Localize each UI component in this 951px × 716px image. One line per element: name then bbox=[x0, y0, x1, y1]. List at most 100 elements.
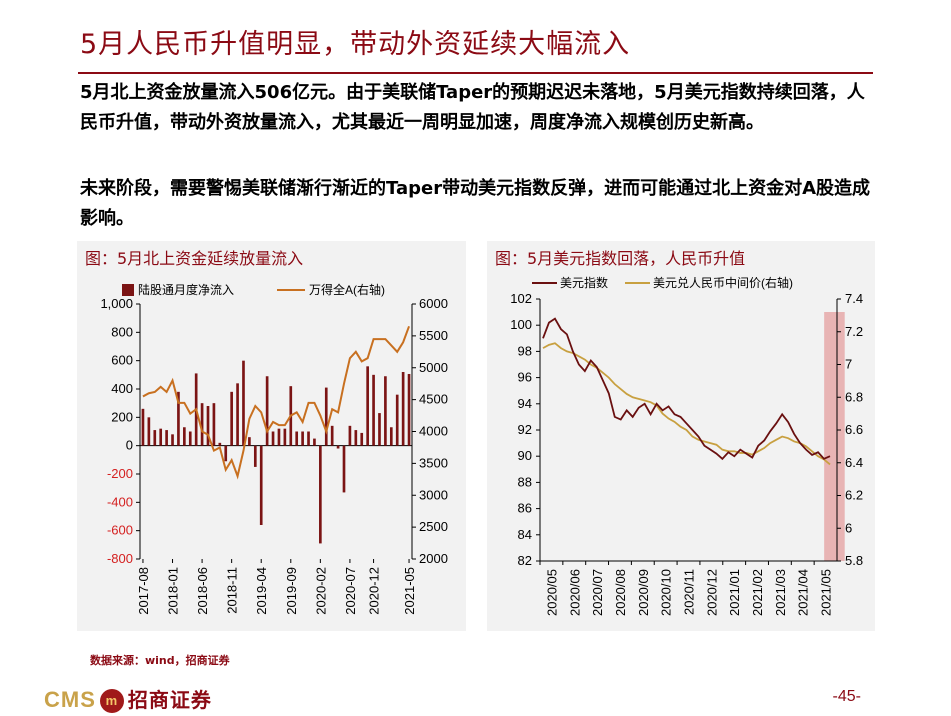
left-tick-label: 82 bbox=[518, 553, 532, 568]
chart-panel-northbound: 图：5月北上资金延续放量流入 陆股通月度净流入 万得全A(右轴) 1,000 800 6… bbox=[77, 241, 466, 631]
x-tick-label: 2020/07 bbox=[590, 569, 605, 616]
bar bbox=[206, 406, 210, 446]
right-tick-label: 4500 bbox=[419, 392, 448, 407]
chart-title-northbound: 图：5月北上资金延续放量流入 bbox=[85, 249, 304, 268]
x-tick-label: 2018-01 bbox=[166, 567, 181, 615]
right-tick-label: 7.4 bbox=[845, 291, 863, 306]
right-tick-label: 4000 bbox=[419, 424, 448, 439]
left-tick-label: 200 bbox=[111, 409, 133, 424]
bar bbox=[259, 445, 263, 525]
bar bbox=[342, 445, 346, 493]
usd-cny-chart: 美元指数 美元兑人民币中间价(右轴) 102 100 98 96 94 92 90 88 86 84 8… bbox=[510, 275, 863, 616]
bar bbox=[336, 445, 340, 449]
bar bbox=[177, 391, 180, 446]
left-tick-label: 1,000 bbox=[100, 296, 133, 311]
x-tick-label: 2020/12 bbox=[704, 569, 719, 616]
right-tick-label: 3000 bbox=[419, 487, 448, 502]
right-tick-label: 6000 bbox=[419, 296, 448, 311]
bar bbox=[253, 445, 257, 467]
bar bbox=[295, 431, 299, 446]
bar bbox=[183, 427, 186, 446]
x-tick-label: 2020-07 bbox=[343, 567, 358, 615]
x-tick-label: 2021/02 bbox=[750, 569, 765, 616]
left-tick-label: 98 bbox=[518, 343, 532, 358]
bar bbox=[153, 430, 157, 446]
x-tick-label: 2019-09 bbox=[284, 567, 299, 615]
left-tick-label: 0 bbox=[126, 438, 133, 453]
right-tick-label: 7.2 bbox=[845, 324, 863, 339]
left-tick-label: 800 bbox=[111, 324, 133, 339]
bar bbox=[319, 445, 322, 544]
x-tick-label: 2021/01 bbox=[727, 569, 742, 616]
bar bbox=[248, 437, 251, 446]
bar bbox=[230, 391, 233, 446]
bar bbox=[301, 431, 304, 446]
series-line-dxy bbox=[542, 317, 831, 461]
x-tick-label: 2020/05 bbox=[544, 569, 559, 616]
legend-label-line: 万得全A(右轴) bbox=[309, 282, 385, 297]
bar bbox=[212, 403, 216, 446]
paragraph-1: 5月北上资金放量流入506亿元。由于美联储Taper的预期迟迟未落地，5月美元指… bbox=[80, 82, 865, 133]
logo-text: CMS bbox=[44, 687, 96, 712]
x-tick-label: 2019-04 bbox=[254, 567, 269, 615]
right-tick-label: 6.2 bbox=[845, 488, 863, 503]
series-line-usdcny bbox=[542, 342, 831, 466]
x-tick-label: 2020/08 bbox=[613, 569, 628, 616]
bar bbox=[348, 425, 352, 446]
right-tick-label: 5000 bbox=[419, 360, 448, 375]
bar bbox=[401, 372, 405, 446]
left-tick-label: 86 bbox=[518, 501, 532, 516]
bar bbox=[407, 373, 411, 446]
left-tick-label: 102 bbox=[510, 291, 532, 306]
x-tick-label: 2020/06 bbox=[567, 569, 582, 616]
paragraph-2: 未来阶段，需要警惕美联储渐行渐近的Taper带动美元指数反弹，进而可能通过北上资… bbox=[80, 178, 871, 229]
right-tick-label: 6.4 bbox=[845, 455, 863, 470]
highlight-band-2021-05 bbox=[824, 312, 845, 561]
right-tick-label: 5500 bbox=[419, 328, 448, 343]
x-tick-label: 2020/09 bbox=[636, 569, 651, 616]
bar bbox=[330, 425, 334, 446]
left-tick-label: -200 bbox=[107, 466, 133, 481]
legend-swatch-bar bbox=[122, 284, 134, 296]
bar bbox=[384, 376, 387, 446]
x-tick-label: 2020-12 bbox=[367, 567, 382, 615]
right-tick-label: 2500 bbox=[419, 519, 448, 534]
northbound-chart: 陆股通月度净流入 万得全A(右轴)1,0008006004002000-200-4… bbox=[100, 282, 448, 615]
x-tick-label: 2021/03 bbox=[773, 569, 788, 616]
x-tick-label: 2020-02 bbox=[313, 567, 328, 615]
bar bbox=[366, 366, 369, 446]
chart-panel-usd-cny: 图：5月美元指数回落，人民币升值 美元指数 美元兑人民币中间价(右轴) 102 100… bbox=[487, 241, 875, 631]
right-tick-label: 6.6 bbox=[845, 422, 863, 437]
legend-label-cny: 美元兑人民币中间价(右轴) bbox=[653, 275, 793, 290]
x-tick-label: 2021/05 bbox=[819, 569, 834, 616]
right-tick-label: 5.8 bbox=[845, 553, 863, 568]
left-tick-label: 96 bbox=[518, 370, 532, 385]
left-tick-label: 100 bbox=[510, 317, 532, 332]
right-tick-label: 3500 bbox=[419, 455, 448, 470]
bar bbox=[200, 403, 204, 446]
bar bbox=[236, 383, 239, 446]
left-tick-label: 90 bbox=[518, 448, 532, 463]
bar bbox=[271, 431, 275, 446]
right-tick-label: 7 bbox=[845, 357, 852, 372]
right-tick-label: 2000 bbox=[419, 551, 448, 566]
data-source: 数据来源：wind，招商证券 bbox=[90, 654, 230, 667]
page-number: -45- bbox=[832, 688, 861, 705]
bar bbox=[378, 413, 381, 446]
x-tick-label: 2018-11 bbox=[225, 567, 240, 614]
bar bbox=[171, 434, 174, 446]
series-line-wind-a bbox=[142, 325, 410, 480]
bar bbox=[277, 428, 281, 446]
x-tick-label: 2021/04 bbox=[796, 569, 811, 616]
bar bbox=[283, 428, 287, 446]
bar bbox=[395, 394, 399, 446]
right-tick-label: 6.8 bbox=[845, 389, 863, 404]
legend-label-usd: 美元指数 bbox=[560, 275, 608, 290]
left-tick-label: 84 bbox=[518, 527, 532, 542]
company-logo: CMS m 招商证券 bbox=[44, 684, 212, 714]
left-tick-label: -400 bbox=[107, 494, 133, 509]
left-tick-label: 92 bbox=[518, 422, 532, 437]
bar bbox=[224, 445, 228, 462]
left-tick-label: 94 bbox=[518, 396, 532, 411]
bar bbox=[324, 387, 328, 446]
